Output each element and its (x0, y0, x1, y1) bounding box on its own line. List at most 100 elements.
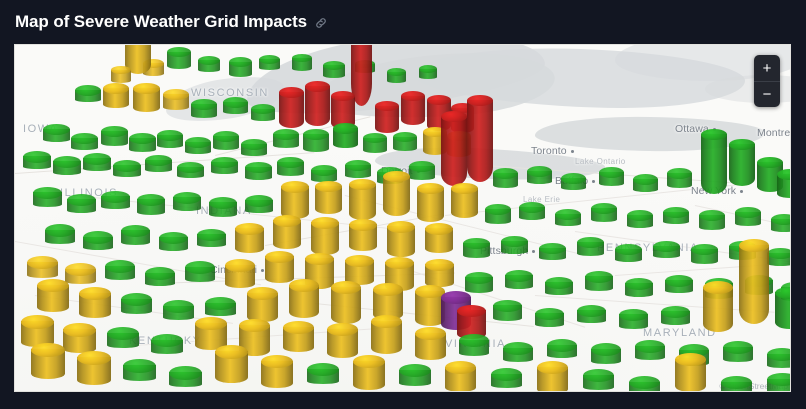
impact-column[interactable] (205, 297, 236, 316)
impact-column[interactable] (31, 343, 65, 379)
impact-column[interactable] (279, 87, 304, 128)
impact-column[interactable] (373, 283, 403, 320)
impact-column[interactable] (629, 376, 660, 391)
impact-column[interactable] (277, 157, 304, 176)
impact-column[interactable] (363, 133, 387, 153)
impact-column[interactable] (583, 369, 614, 390)
impact-column[interactable] (353, 355, 385, 390)
impact-column[interactable] (771, 214, 790, 232)
impact-column[interactable] (463, 238, 490, 258)
impact-column[interactable] (425, 223, 453, 253)
impact-column[interactable] (535, 308, 564, 327)
impact-column[interactable] (667, 168, 692, 188)
impact-column[interactable] (53, 156, 81, 175)
impact-column[interactable] (547, 339, 577, 358)
impact-column[interactable] (485, 204, 511, 224)
impact-column[interactable] (393, 132, 417, 151)
impact-column[interactable] (723, 341, 753, 362)
impact-column[interactable] (151, 334, 183, 354)
impact-column[interactable] (45, 224, 75, 244)
impact-column[interactable] (445, 361, 476, 391)
impact-column[interactable] (545, 277, 573, 295)
zoom-control[interactable]: + − (754, 55, 780, 107)
impact-column[interactable] (303, 129, 329, 152)
impact-column[interactable] (503, 342, 533, 362)
impact-column[interactable] (767, 348, 790, 368)
impact-column[interactable] (235, 223, 264, 253)
impact-column[interactable] (387, 221, 415, 257)
impact-column[interactable] (451, 183, 478, 218)
zoom-in-button[interactable]: + (762, 59, 772, 77)
impact-column[interactable] (665, 275, 693, 293)
impact-column[interactable] (739, 239, 769, 324)
impact-column[interactable] (65, 263, 96, 284)
impact-column[interactable] (459, 334, 489, 356)
impact-column[interactable] (399, 364, 431, 386)
impact-column[interactable] (699, 210, 725, 230)
impact-column[interactable] (767, 373, 790, 391)
impact-column[interactable] (345, 160, 371, 178)
impact-column[interactable] (775, 287, 790, 329)
impact-column[interactable] (83, 231, 113, 250)
impact-column[interactable] (67, 194, 96, 213)
impact-column[interactable] (383, 171, 410, 216)
impact-column[interactable] (691, 244, 718, 264)
impact-column[interactable] (333, 123, 358, 148)
impact-column[interactable] (409, 161, 435, 180)
impact-column[interactable] (79, 287, 111, 318)
impact-column[interactable] (27, 256, 58, 278)
impact-column[interactable] (633, 174, 658, 192)
impact-column[interactable] (675, 353, 706, 391)
impact-column[interactable] (527, 166, 552, 184)
impact-column[interactable] (159, 232, 188, 251)
impact-column[interactable] (215, 345, 248, 383)
impact-column[interactable] (415, 327, 446, 360)
impact-column[interactable] (539, 243, 566, 260)
impact-column[interactable] (555, 209, 581, 226)
impact-column[interactable] (209, 197, 237, 217)
impact-column[interactable] (75, 85, 101, 102)
impact-column[interactable] (653, 241, 680, 258)
impact-column[interactable] (729, 139, 755, 186)
impact-column[interactable] (292, 54, 312, 71)
impact-column[interactable] (615, 244, 642, 262)
impact-column[interactable] (281, 181, 309, 219)
impact-column[interactable] (145, 155, 172, 172)
impact-column[interactable] (37, 279, 69, 312)
impact-column[interactable] (619, 309, 648, 329)
impact-column[interactable] (157, 130, 183, 148)
impact-column[interactable] (101, 191, 130, 209)
impact-column[interactable] (519, 202, 545, 220)
map-frame[interactable]: IOWAWISCONSINILLINOISINDIANAPENNSYLVANIA… (14, 44, 791, 392)
impact-column[interactable] (173, 192, 201, 211)
impact-column[interactable] (349, 219, 377, 251)
impact-column[interactable] (419, 65, 437, 79)
impact-column[interactable] (123, 359, 156, 381)
impact-column[interactable] (259, 55, 280, 70)
impact-column[interactable] (441, 111, 467, 186)
impact-column[interactable] (197, 229, 226, 247)
impact-column[interactable] (307, 363, 339, 384)
impact-column[interactable] (465, 272, 493, 293)
impact-column[interactable] (289, 279, 319, 318)
impact-column[interactable] (415, 285, 445, 326)
impact-column[interactable] (417, 183, 444, 222)
impact-column[interactable] (375, 101, 399, 133)
impact-column[interactable] (625, 278, 653, 297)
impact-column[interactable] (493, 300, 522, 321)
impact-column[interactable] (663, 207, 689, 224)
impact-column[interactable] (265, 251, 294, 283)
impact-column[interactable] (241, 139, 267, 156)
impact-column[interactable] (493, 168, 518, 188)
impact-column[interactable] (261, 355, 293, 388)
impact-column[interactable] (577, 237, 604, 256)
impact-column[interactable] (121, 225, 150, 245)
impact-column[interactable] (627, 210, 653, 228)
impact-column[interactable] (273, 215, 301, 249)
impact-column[interactable] (21, 315, 54, 347)
impact-column[interactable] (245, 195, 273, 213)
impact-column[interactable] (185, 261, 215, 282)
impact-column[interactable] (777, 169, 790, 198)
impact-column[interactable] (585, 271, 613, 291)
impact-column[interactable] (283, 321, 314, 352)
